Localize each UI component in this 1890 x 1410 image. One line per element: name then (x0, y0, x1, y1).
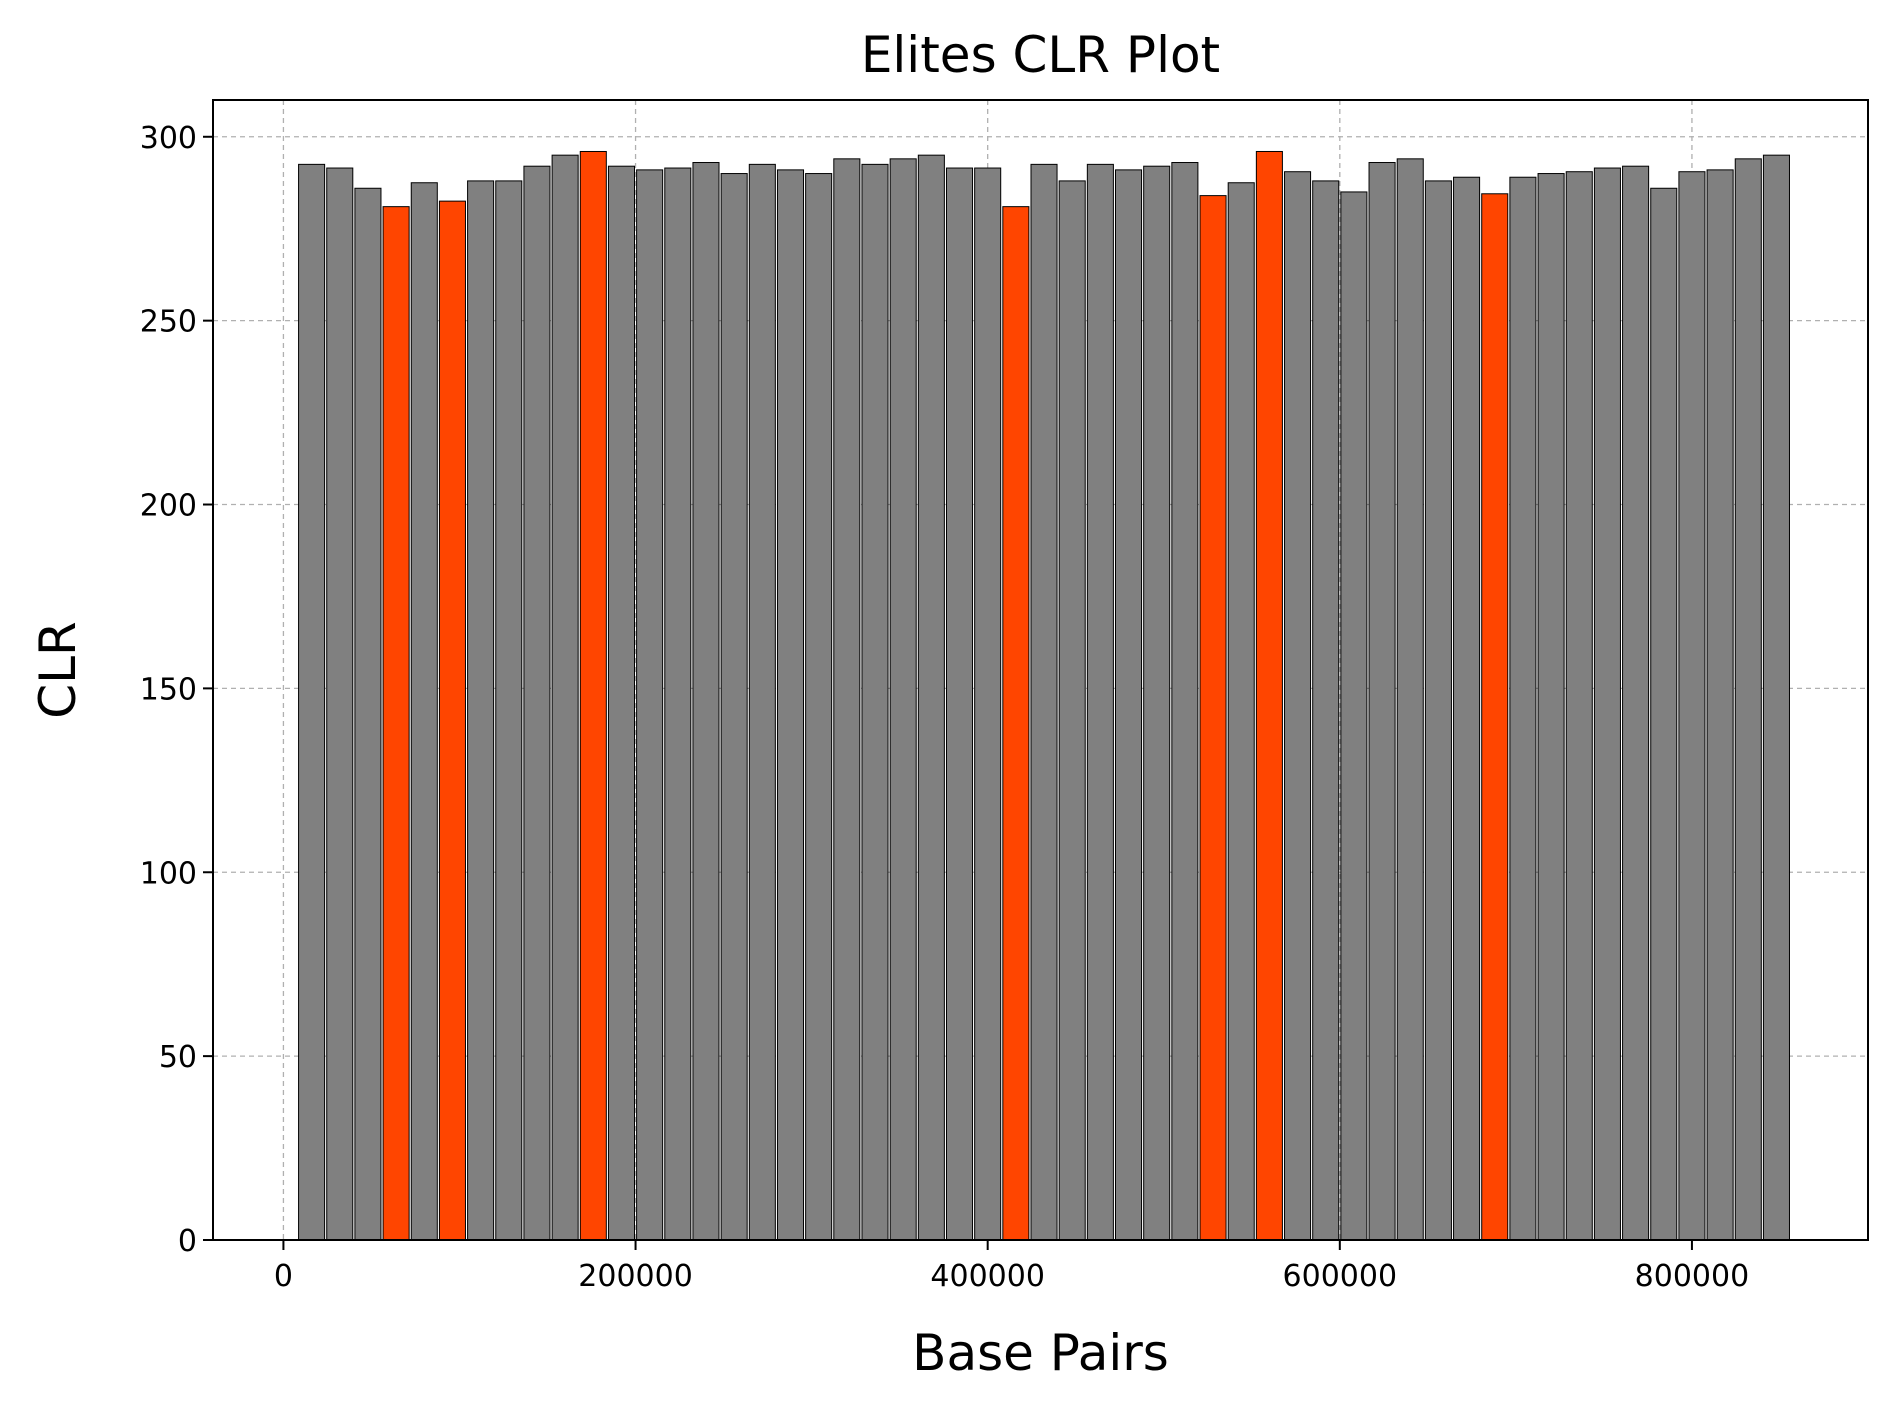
y-tick-label: 200 (140, 489, 197, 524)
bar (410, 182, 438, 1241)
bar (1340, 191, 1368, 1241)
y-tick-label: 100 (140, 856, 197, 891)
y-tick-label: 150 (140, 672, 197, 707)
elite-bar (579, 150, 607, 1241)
bar (607, 165, 635, 1241)
y-tick-label: 0 (178, 1224, 197, 1259)
bar (748, 163, 776, 1241)
bar (1678, 171, 1706, 1241)
chart-title: Elites CLR Plot (861, 26, 1220, 84)
bar (1734, 158, 1762, 1241)
bar (1650, 187, 1678, 1241)
elite-bar (1002, 206, 1030, 1241)
bars (298, 150, 1790, 1241)
plot-frame (212, 99, 1869, 1241)
bar (1396, 158, 1424, 1241)
bar (1030, 163, 1058, 1241)
bar (1143, 165, 1171, 1241)
bar (692, 162, 720, 1241)
bar (889, 158, 917, 1241)
y-tick-label: 250 (140, 305, 197, 340)
bar (917, 154, 945, 1241)
bar (1284, 171, 1312, 1241)
elite-bar (1255, 150, 1283, 1241)
elite-bar (1481, 193, 1509, 1241)
bar (495, 180, 523, 1241)
bar (1171, 162, 1199, 1241)
x-tick-label: 0 (274, 1259, 293, 1294)
bar (326, 167, 354, 1241)
bar (551, 154, 579, 1241)
bar (1593, 167, 1621, 1241)
bar (1227, 182, 1255, 1241)
bar (1086, 163, 1114, 1241)
bar (720, 173, 748, 1241)
y-tick-label: 300 (140, 121, 197, 156)
bar (354, 187, 382, 1241)
y-axis-label: CLR (29, 621, 87, 719)
bar (1115, 169, 1143, 1241)
bar (776, 169, 805, 1241)
bar (1368, 162, 1396, 1241)
bar (664, 167, 692, 1241)
bar (1537, 173, 1565, 1241)
y-tick-label: 50 (159, 1040, 197, 1075)
x-tick-label: 600000 (1283, 1259, 1398, 1294)
bar (1453, 176, 1481, 1241)
bar (1762, 154, 1790, 1241)
bar (1622, 165, 1650, 1241)
bar (467, 180, 495, 1241)
ticks: 0 200000 400000 600000 800000 0 50 100 150 200 250… (140, 121, 1749, 1294)
bar (1058, 180, 1086, 1241)
elite-bar (438, 200, 466, 1241)
bar (636, 169, 664, 1241)
bar (1565, 171, 1593, 1241)
bar (861, 163, 889, 1241)
x-tick-label: 400000 (930, 1259, 1045, 1294)
bar (833, 158, 861, 1241)
elite-bar (1199, 195, 1227, 1241)
bar (945, 167, 974, 1241)
bar (298, 163, 326, 1241)
bar (1706, 169, 1734, 1241)
bar (523, 165, 551, 1241)
x-tick-label: 200000 (578, 1259, 693, 1294)
bar (1424, 180, 1452, 1241)
bar (805, 173, 833, 1241)
x-axis-label: Base Pairs (912, 1324, 1169, 1382)
bar (1312, 180, 1340, 1241)
bar (974, 167, 1002, 1241)
x-tick-label: 800000 (1635, 1259, 1750, 1294)
elite-bar (382, 206, 410, 1241)
bar (1509, 176, 1537, 1241)
